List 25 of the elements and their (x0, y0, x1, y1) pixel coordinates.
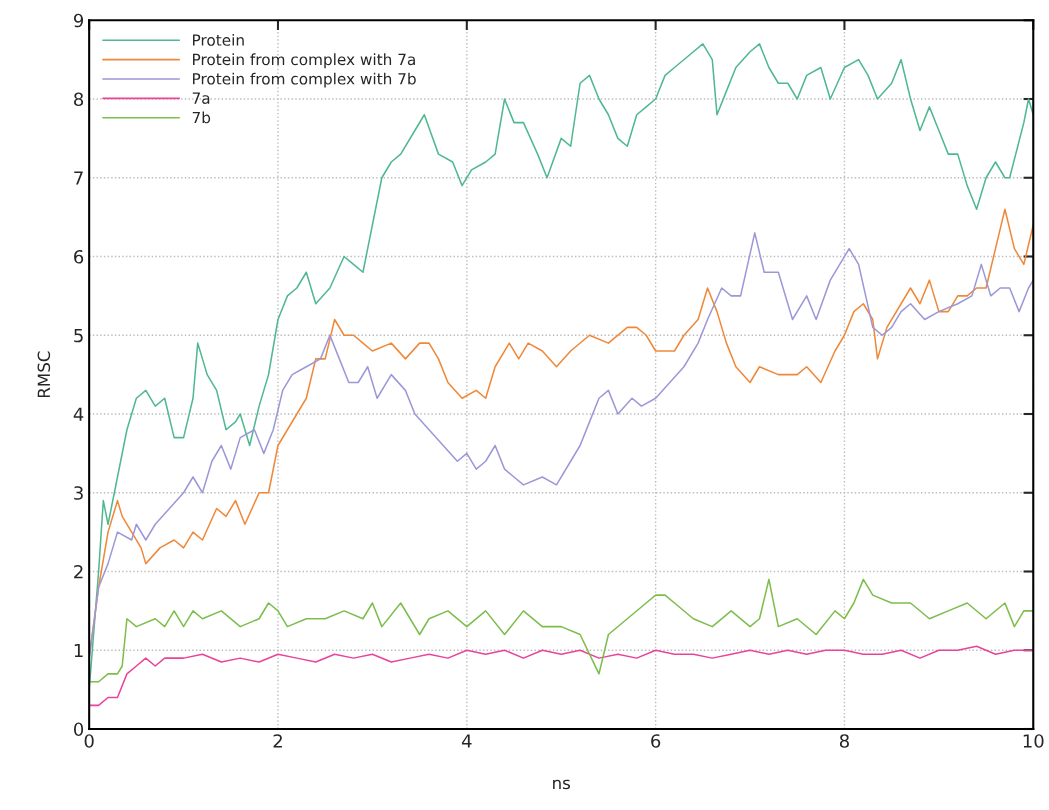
legend-label: 7a (192, 92, 210, 104)
line-series (89, 645, 1034, 707)
line-series (89, 578, 1034, 683)
y-tick-label: 7 (74, 171, 83, 185)
x-tick-label: 0 (84, 734, 94, 748)
y-axis-title: RMSC (37, 351, 51, 398)
y-tick-label: 5 (74, 328, 83, 343)
y-tick-label: 9 (73, 13, 84, 28)
y-tick-label: 6 (74, 249, 84, 264)
x-tick-label: 8 (839, 734, 849, 748)
y-tick-label: 2 (74, 564, 83, 579)
legend-label: 7b (192, 111, 211, 124)
legend-label: Protein from complex with 7b (193, 72, 416, 88)
y-tick-label: 4 (73, 407, 84, 421)
y-tick-label: 0 (74, 722, 84, 737)
x-tick-label: 10 (1023, 734, 1044, 748)
x-tick-label: 2 (273, 734, 282, 748)
y-tick-label: 3 (74, 486, 83, 500)
x-tick-label: 4 (461, 734, 472, 748)
x-axis-title: ns (553, 779, 571, 790)
legend-label: Protein from complex with 7a (193, 53, 415, 69)
x-tick-label: 6 (651, 734, 661, 748)
y-tick-label: 8 (74, 92, 84, 107)
legend-label: Protein (193, 34, 244, 46)
y-tick-label: 1 (74, 643, 83, 658)
